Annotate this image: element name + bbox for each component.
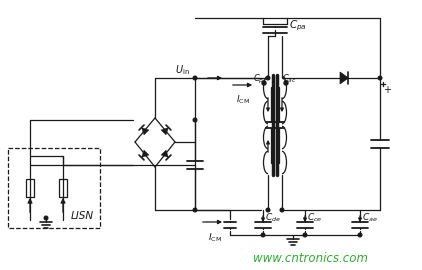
Text: LISN: LISN	[70, 211, 94, 221]
Circle shape	[266, 208, 270, 212]
Circle shape	[262, 81, 266, 85]
Polygon shape	[161, 127, 168, 135]
Circle shape	[193, 208, 197, 212]
Text: $C_{pc}$: $C_{pc}$	[253, 72, 268, 86]
Bar	[8, 148, 100, 228]
Circle shape	[266, 76, 270, 80]
Bar	[59, 179, 67, 197]
Bar	[26, 179, 34, 197]
Text: $C_{pa}$: $C_{pa}$	[289, 19, 307, 33]
Circle shape	[280, 208, 284, 212]
Text: $C_{de}$: $C_{de}$	[265, 212, 281, 224]
Text: $C_{ae}$: $C_{ae}$	[362, 212, 378, 224]
Circle shape	[303, 233, 307, 237]
Text: $C_{ce}$: $C_{ce}$	[307, 212, 322, 224]
Text: $U_{\rm in}$: $U_{\rm in}$	[175, 63, 190, 77]
Polygon shape	[161, 150, 168, 157]
Polygon shape	[141, 127, 149, 135]
Polygon shape	[141, 150, 149, 157]
Circle shape	[358, 233, 362, 237]
Text: $C_{ac}$: $C_{ac}$	[282, 73, 297, 85]
Circle shape	[193, 118, 197, 122]
Text: www.cntronics.com: www.cntronics.com	[252, 251, 368, 265]
Circle shape	[378, 76, 382, 80]
Polygon shape	[340, 72, 349, 84]
Circle shape	[44, 216, 48, 220]
Text: +: +	[383, 85, 391, 95]
Circle shape	[193, 76, 197, 80]
Text: $I_{\rm CM}$: $I_{\rm CM}$	[208, 232, 222, 245]
Text: $I_{\rm CM}$: $I_{\rm CM}$	[236, 93, 250, 106]
Circle shape	[261, 233, 265, 237]
Circle shape	[284, 81, 288, 85]
